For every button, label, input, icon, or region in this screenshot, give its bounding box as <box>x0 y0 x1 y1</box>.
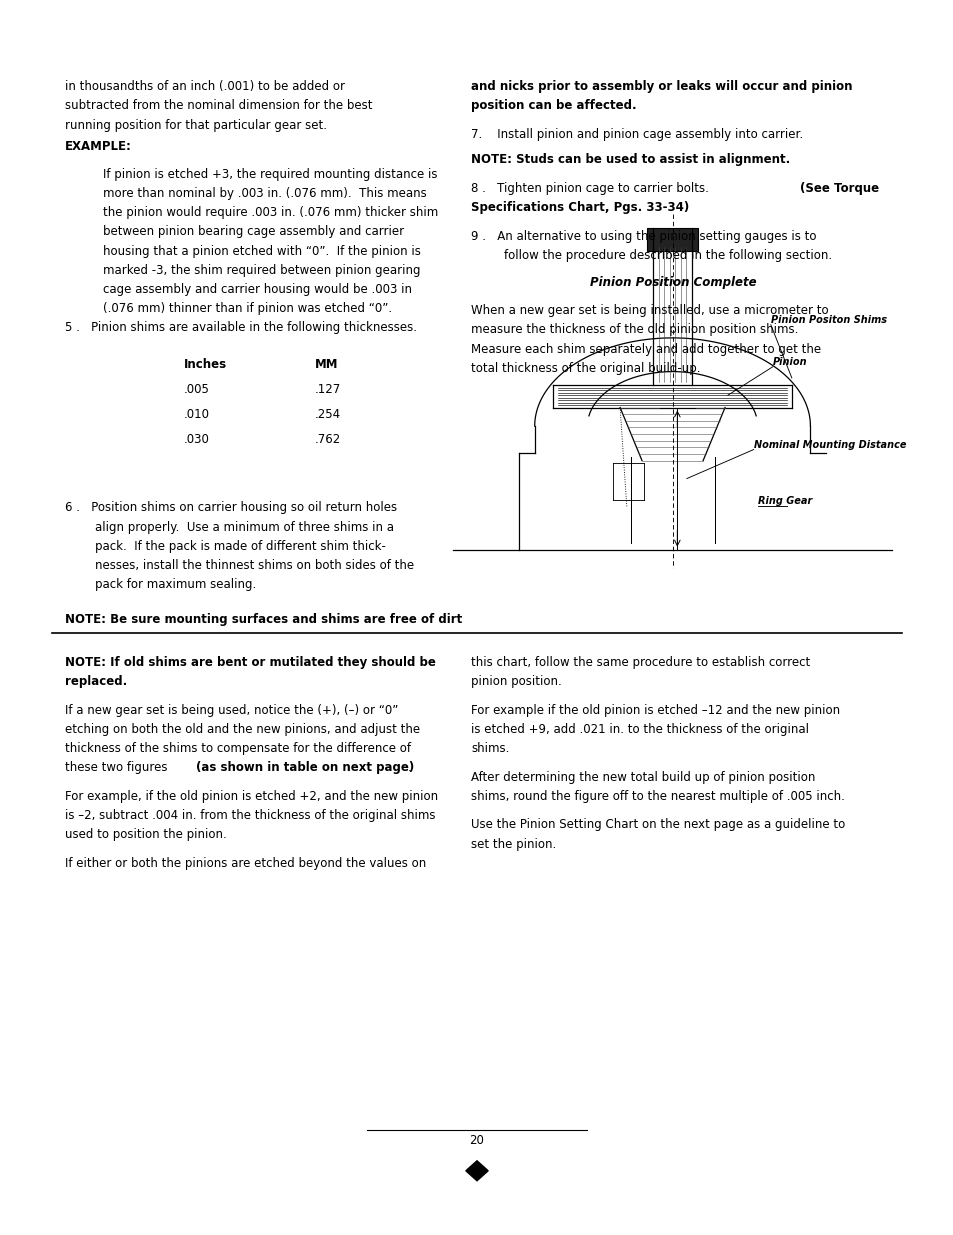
Text: pack.  If the pack is made of different shim thick-: pack. If the pack is made of different s… <box>95 540 386 553</box>
Text: Measure each shim separately and add together to get the: Measure each shim separately and add tog… <box>471 342 821 356</box>
Text: For example, if the old pinion is etched +2, and the new pinion: For example, if the old pinion is etched… <box>65 790 437 803</box>
Text: align properly.  Use a minimum of three shims in a: align properly. Use a minimum of three s… <box>95 521 394 534</box>
Text: Ring Gear: Ring Gear <box>758 496 812 506</box>
Text: is –2, subtract .004 in. from the thickness of the original shims: is –2, subtract .004 in. from the thickn… <box>65 809 435 823</box>
Text: NOTE: If old shims are bent or mutilated they should be: NOTE: If old shims are bent or mutilated… <box>65 656 436 669</box>
Text: running position for that particular gear set.: running position for that particular gea… <box>65 119 327 132</box>
Text: the pinion would require .003 in. (.076 mm) thicker shim: the pinion would require .003 in. (.076 … <box>103 206 437 220</box>
Text: Pinion Position Complete: Pinion Position Complete <box>589 275 756 289</box>
Text: (See Torque: (See Torque <box>800 182 879 195</box>
Text: is etched +9, add .021 in. to the thickness of the original: is etched +9, add .021 in. to the thickn… <box>471 722 808 736</box>
Text: .030: .030 <box>184 432 210 446</box>
Text: .: . <box>407 761 411 774</box>
Text: housing that a pinion etched with “0”.  If the pinion is: housing that a pinion etched with “0”. I… <box>103 245 420 258</box>
Text: 9 .   An alternative to using the pinion setting gauges is to: 9 . An alternative to using the pinion s… <box>471 230 816 242</box>
Text: Use the Pinion Setting Chart on the next page as a guideline to: Use the Pinion Setting Chart on the next… <box>471 819 844 831</box>
Text: replaced.: replaced. <box>65 674 127 688</box>
Text: pack for maximum sealing.: pack for maximum sealing. <box>95 578 256 592</box>
Text: .005: .005 <box>184 383 210 396</box>
Text: After determining the new total build up of pinion position: After determining the new total build up… <box>471 771 815 784</box>
Text: 7.    Install pinion and pinion cage assembly into carrier.: 7. Install pinion and pinion cage assemb… <box>471 128 802 141</box>
Text: pinion position.: pinion position. <box>471 674 561 688</box>
Text: .254: .254 <box>314 408 340 421</box>
Text: these two figures: these two figures <box>65 761 171 774</box>
Text: (.076 mm) thinner than if pinion was etched “0”.: (.076 mm) thinner than if pinion was etc… <box>103 301 392 315</box>
Text: shims.: shims. <box>471 742 509 755</box>
Text: etching on both the old and the new pinions, and adjust the: etching on both the old and the new pini… <box>65 722 419 736</box>
Text: 20: 20 <box>469 1134 484 1147</box>
Text: For example if the old pinion is etched –12 and the new pinion: For example if the old pinion is etched … <box>471 704 840 716</box>
Text: subtracted from the nominal dimension for the best: subtracted from the nominal dimension fo… <box>65 99 372 112</box>
Text: If either or both the pinions are etched beyond the values on: If either or both the pinions are etched… <box>65 857 426 869</box>
Text: between pinion bearing cage assembly and carrier: between pinion bearing cage assembly and… <box>103 225 404 238</box>
Text: If a new gear set is being used, notice the (+), (–) or “0”: If a new gear set is being used, notice … <box>65 704 397 716</box>
Text: If pinion is etched +3, the required mounting distance is: If pinion is etched +3, the required mou… <box>103 168 437 182</box>
Text: .010: .010 <box>184 408 210 421</box>
Text: more than nominal by .003 in. (.076 mm).  This means: more than nominal by .003 in. (.076 mm).… <box>103 186 426 200</box>
Text: Nominal Mounting Distance: Nominal Mounting Distance <box>753 440 905 450</box>
Text: cage assembly and carrier housing would be .003 in: cage assembly and carrier housing would … <box>103 283 412 296</box>
Text: Pinion Positon Shims: Pinion Positon Shims <box>770 315 886 325</box>
Text: 5 .   Pinion shims are available in the following thicknesses.: 5 . Pinion shims are available in the fo… <box>65 321 416 335</box>
Polygon shape <box>465 1161 488 1181</box>
FancyBboxPatch shape <box>646 228 698 251</box>
Text: NOTE: Studs can be used to assist in alignment.: NOTE: Studs can be used to assist in ali… <box>471 153 790 165</box>
Text: nesses, install the thinnest shims on both sides of the: nesses, install the thinnest shims on bo… <box>95 558 415 572</box>
Text: .127: .127 <box>314 383 341 396</box>
Text: set the pinion.: set the pinion. <box>471 837 556 851</box>
Text: used to position the pinion.: used to position the pinion. <box>65 829 227 841</box>
Text: Pinion: Pinion <box>772 357 806 367</box>
Text: shims, round the figure off to the nearest multiple of .005 inch.: shims, round the figure off to the neare… <box>471 790 844 803</box>
Text: .762: .762 <box>314 432 341 446</box>
Text: thickness of the shims to compensate for the difference of: thickness of the shims to compensate for… <box>65 742 411 755</box>
Text: follow the procedure described in the following section.: follow the procedure described in the fo… <box>503 248 831 262</box>
Text: and nicks prior to assembly or leaks will occur and pinion: and nicks prior to assembly or leaks wil… <box>471 80 852 94</box>
Text: total thickness of the original build-up.: total thickness of the original build-up… <box>471 362 700 374</box>
Text: Inches: Inches <box>184 358 227 372</box>
Text: position can be affected.: position can be affected. <box>471 99 637 112</box>
Text: in thousandths of an inch (.001) to be added or: in thousandths of an inch (.001) to be a… <box>65 80 345 94</box>
Text: Specifications Chart, Pgs. 33-34): Specifications Chart, Pgs. 33-34) <box>471 201 689 214</box>
Text: this chart, follow the same procedure to establish correct: this chart, follow the same procedure to… <box>471 656 810 669</box>
Text: marked -3, the shim required between pinion gearing: marked -3, the shim required between pin… <box>103 263 420 277</box>
Text: (as shown in table on next page): (as shown in table on next page) <box>195 761 414 774</box>
Text: When a new gear set is being installed, use a micrometer to: When a new gear set is being installed, … <box>471 304 828 317</box>
Text: NOTE: Be sure mounting surfaces and shims are free of dirt: NOTE: Be sure mounting surfaces and shim… <box>65 613 461 626</box>
Text: EXAMPLE:: EXAMPLE: <box>65 140 132 153</box>
Text: 6 .   Position shims on carrier housing so oil return holes: 6 . Position shims on carrier housing so… <box>65 501 396 515</box>
Text: measure the thickness of the old pinion position shims.: measure the thickness of the old pinion … <box>471 324 798 336</box>
Text: MM: MM <box>314 358 338 372</box>
Text: 8 .   Tighten pinion cage to carrier bolts.: 8 . Tighten pinion cage to carrier bolts… <box>471 182 716 195</box>
